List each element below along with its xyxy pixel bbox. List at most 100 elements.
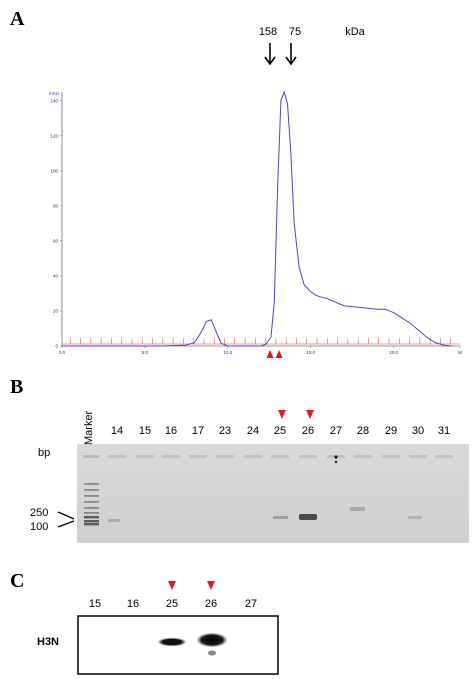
y-axis-unit-label: mAU — [49, 91, 59, 96]
gel-well — [189, 455, 207, 458]
marker-ladder-band — [84, 501, 99, 503]
uv-trace-line — [62, 90, 452, 347]
gel-lane-label: 29 — [385, 425, 397, 437]
x-tick-label: ml — [458, 350, 463, 355]
gel-highlight-arrowheads — [278, 410, 314, 419]
gel-lane-label: 27 — [330, 425, 342, 437]
arrow-75-icon — [285, 43, 297, 66]
gel-band-lane-28 — [350, 507, 365, 511]
gel-well — [108, 455, 126, 458]
blot-band-lane-26 — [197, 633, 227, 647]
y-tick-label: 0 — [55, 344, 58, 349]
marker-158-label: 158 — [259, 26, 277, 38]
x-tick-label: 20.0 — [389, 350, 398, 355]
marker-ladder-band — [84, 512, 99, 514]
y-tick-label: 140 — [50, 98, 58, 103]
gel-band-lane-30 — [408, 516, 422, 519]
blot-smudge-lane-26 — [208, 650, 216, 656]
marker-lane-label: Marker — [83, 410, 95, 445]
gel-well — [382, 455, 400, 458]
blot-lane-labels: 15 16 25 26 27 — [89, 598, 257, 610]
gel-well — [435, 455, 453, 458]
marker-ladder-band — [84, 516, 99, 519]
gel-lane-label: 24 — [247, 425, 259, 437]
gel-lane-label: 14 — [111, 425, 123, 437]
size-pointer-100 — [57, 520, 75, 528]
gel-well — [216, 455, 234, 458]
panel-b-letter: B — [10, 376, 24, 398]
gel-lane-label: 15 — [139, 425, 151, 437]
y-tick-label: 120 — [50, 133, 58, 138]
blot-lane-label: 16 — [127, 598, 139, 610]
gel-lane-labels: 14 15 16 17 23 24 25 26 27 28 29 30 31 — [111, 425, 450, 437]
gel-lane-label: 17 — [192, 425, 204, 437]
x-tick-label: 10.0 — [223, 350, 232, 355]
selected-fraction-arrowheads — [266, 350, 283, 358]
gel-speck — [334, 455, 338, 459]
y-tick-label: 60 — [53, 238, 59, 243]
gel-lane-label: 26 — [302, 425, 314, 437]
y-tick-label: 100 — [50, 168, 58, 173]
marker-ladder-band — [84, 523, 99, 526]
western-blot-panel: 15 16 25 26 27 H3N — [37, 581, 279, 675]
gel-lane-label: 30 — [412, 425, 424, 437]
x-tick-label: 15.0 — [306, 350, 315, 355]
chromatogram-panel: 158 75 kDa mAU 140 120 100 80 60 40 20 00.0 5.0 10… — [49, 26, 462, 358]
bp-label: bp — [38, 447, 50, 459]
gel-well — [299, 455, 317, 458]
gel-well — [271, 455, 289, 458]
blot-band-lane-25 — [158, 637, 186, 647]
gel-lane-label: 31 — [438, 425, 450, 437]
fraction-25-arrowhead-icon — [266, 350, 274, 358]
gel-well — [354, 455, 372, 458]
gel-lane-label: 16 — [165, 425, 177, 437]
blot-lane-label: 15 — [89, 598, 101, 610]
blot-lane-25-arrowhead-icon — [168, 581, 176, 590]
gel-lane-label: 25 — [274, 425, 286, 437]
gel-band-lane-26 — [299, 514, 317, 520]
marker-ladder-band — [84, 495, 99, 497]
x-tick-label: 5.0 — [142, 350, 149, 355]
x-tick-label: 0.0 — [59, 350, 66, 355]
arrow-158-icon — [264, 43, 276, 66]
chromatogram-axes: mAU 140 120 100 80 60 40 20 00.0 5.0 10.0 15.0 20.0 m… — [49, 91, 462, 355]
blot-lane-label: 27 — [245, 598, 257, 610]
gel-bands — [83, 455, 453, 526]
gel-well — [136, 455, 154, 458]
kda-unit-label: kDa — [345, 26, 365, 38]
size-pointer-250 — [57, 511, 75, 520]
h3n-label: H3N — [37, 636, 59, 648]
gel-well — [409, 455, 427, 458]
marker-ladder-band — [84, 520, 99, 523]
y-tick-label: 80 — [53, 203, 59, 208]
fraction-26-arrowhead-icon — [275, 350, 283, 358]
lane-25-arrowhead-icon — [278, 410, 286, 419]
marker-ladder-band — [84, 507, 99, 509]
marker-75-label: 75 — [289, 26, 301, 38]
gel-image — [77, 444, 469, 543]
blot-lane-26-arrowhead-icon — [207, 581, 215, 590]
gel-lane-label: 28 — [357, 425, 369, 437]
size-label-250: 250 — [30, 507, 48, 519]
marker-ladder-band — [84, 483, 99, 485]
blot-lane-label: 25 — [166, 598, 178, 610]
panel-c-letter: C — [10, 570, 25, 592]
gel-band-lane-25 — [273, 516, 288, 519]
gel-well — [162, 455, 180, 458]
size-label-100: 100 — [30, 521, 48, 533]
gel-speck — [334, 460, 338, 464]
gel-well — [244, 455, 262, 458]
agarose-gel-panel: Marker 14 15 16 17 23 24 25 26 27 28 29 30 31 bp 250… — [30, 410, 469, 543]
y-tick-label: 40 — [53, 273, 59, 278]
blot-highlight-arrowheads — [168, 581, 215, 590]
blot-lane-label: 26 — [205, 598, 217, 610]
gel-lane-label: 23 — [219, 425, 231, 437]
lane-26-arrowhead-icon — [306, 410, 314, 419]
marker-well — [83, 455, 99, 458]
marker-ladder-band — [84, 489, 99, 491]
gel-band-lane-14 — [108, 519, 120, 522]
fraction-strip — [62, 338, 460, 345]
y-tick-label: 20 — [53, 308, 59, 313]
panel-a-letter: A — [10, 8, 25, 30]
